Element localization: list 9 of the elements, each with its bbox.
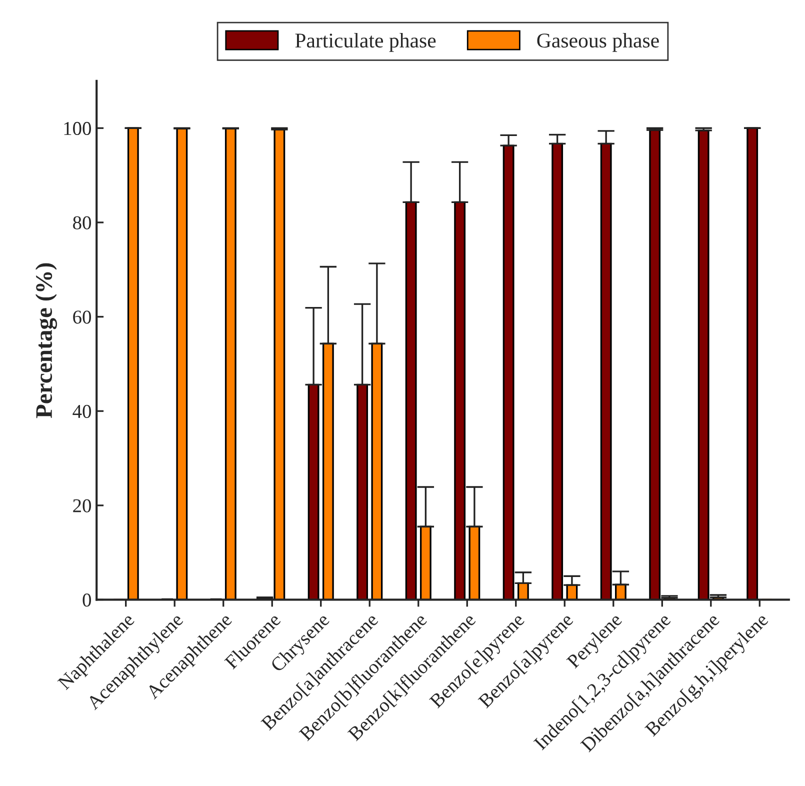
- legend-label: Gaseous phase: [537, 32, 659, 52]
- y-tick-label: 0: [82, 594, 91, 607]
- y-axis-title: Percentage (%): [35, 263, 58, 418]
- y-tick-label: 40: [72, 404, 91, 418]
- y-tick-label: 100: [64, 122, 91, 136]
- legend-label: Particulate phase: [295, 32, 436, 52]
- y-tick-label: 20: [73, 499, 91, 512]
- y-tick-label: 80: [73, 216, 91, 230]
- y-tick-label: 60: [73, 310, 91, 324]
